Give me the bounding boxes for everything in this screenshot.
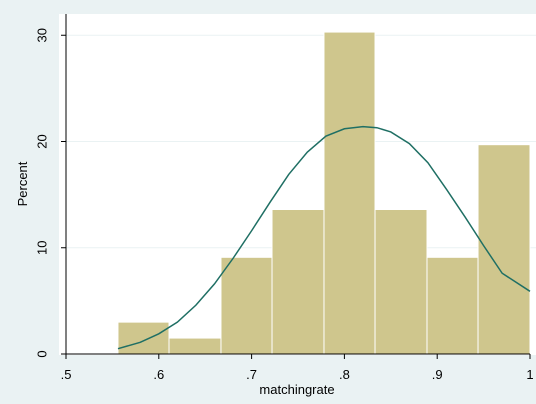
- normal-density-curve: [117, 125, 531, 350]
- x-tick-label-2: .7: [246, 367, 257, 382]
- y-tick-label-3: 30: [34, 28, 49, 42]
- y-axis-ticks: 0 10 20 30: [34, 28, 66, 358]
- x-tick-label-0: .5: [61, 367, 72, 382]
- x-tick-label-3: .8: [339, 367, 350, 382]
- histogram-bars: [117, 31, 531, 355]
- histogram-bar-2: [220, 256, 273, 355]
- histogram-bar-3: [271, 209, 325, 355]
- y-tick-label-1: 10: [34, 241, 49, 255]
- x-tick-label-5: 1: [526, 367, 533, 382]
- histogram-bar-6: [426, 256, 479, 355]
- histogram-bar-4: [323, 31, 376, 355]
- histogram-bar-0: [117, 321, 170, 355]
- y-axis-title: Percent: [15, 161, 30, 206]
- y-tick-label-2: 20: [34, 134, 49, 148]
- y-tick-label-0: 0: [34, 350, 49, 357]
- x-axis-ticks: .5 .6 .7 .8 .9 1: [61, 354, 534, 382]
- x-tick-label-1: .6: [153, 367, 164, 382]
- x-tick-label-4: .9: [432, 367, 443, 382]
- histogram-bar-1: [168, 337, 222, 355]
- x-axis-title: matchingrate: [259, 382, 334, 397]
- histogram-bar-5: [374, 209, 428, 355]
